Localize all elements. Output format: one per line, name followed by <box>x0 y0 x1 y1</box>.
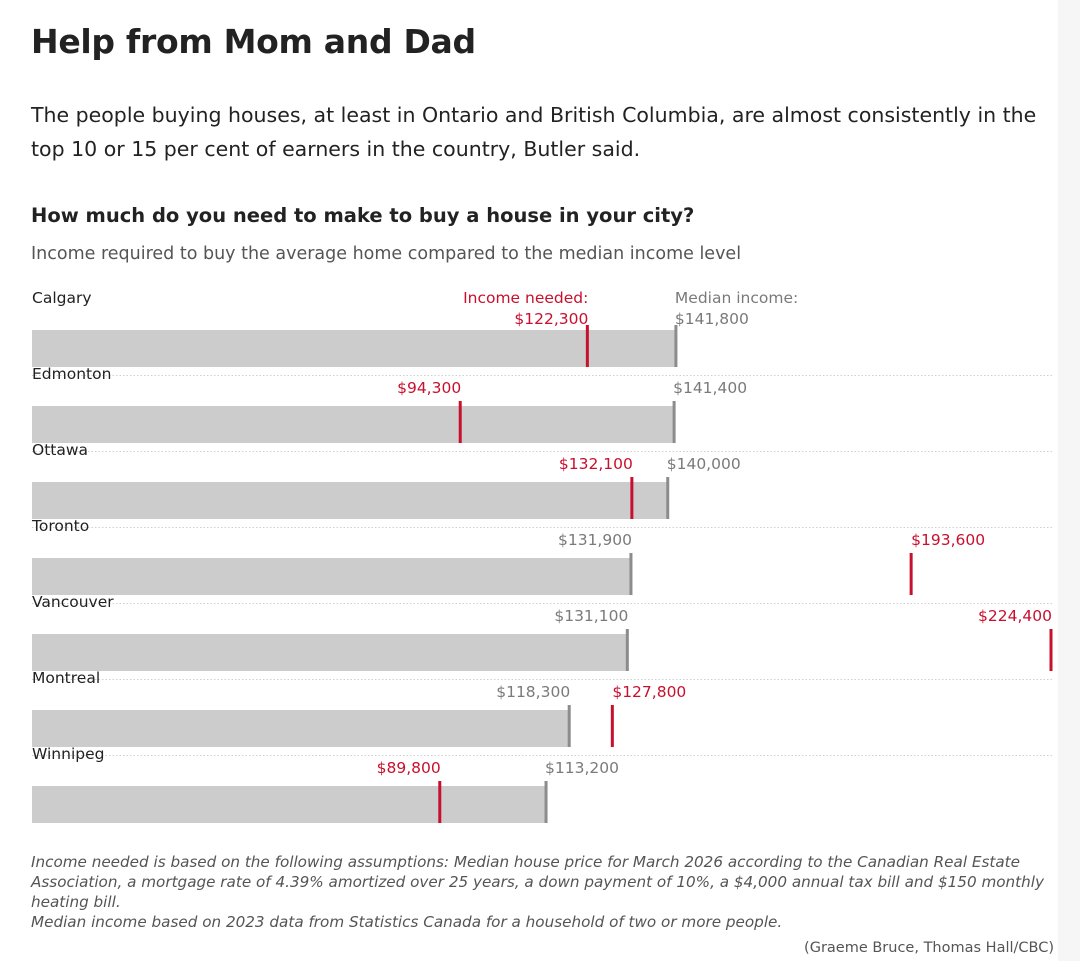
city-label-edmonton: Edmonton <box>32 365 111 383</box>
median-label-ottawa: $140,000 <box>667 455 741 473</box>
page-side-strip <box>1058 0 1080 961</box>
median-label-winnipeg: $113,200 <box>545 759 619 777</box>
median-bar-montreal <box>32 710 570 747</box>
headline: Help from Mom and Dad <box>31 22 476 61</box>
city-label-toronto: Toronto <box>31 517 89 535</box>
chart-credit: (Graeme Bruce, Thomas Hall/CBC) <box>804 940 1054 956</box>
income-bar-chart: Calgary $141,800 $122,300 Income needed: Med… <box>31 289 1054 823</box>
median-label-vancouver: $131,100 <box>554 607 628 625</box>
median-label-montreal: $118,300 <box>496 683 570 701</box>
needed-marker-montreal <box>610 705 614 747</box>
chart-subtitle: Income required to buy the average home … <box>31 244 742 264</box>
chart-title: How much do you need to make to buy a ho… <box>31 204 695 227</box>
median-bar-calgary <box>32 330 676 367</box>
needed-header-label: Income needed: <box>463 289 588 307</box>
needed-label-toronto: $193,600 <box>911 531 985 549</box>
median-bar-edmonton <box>32 406 675 443</box>
chart-note-median-source: Median income based on 2023 data from St… <box>31 913 783 931</box>
city-label-vancouver: Vancouver <box>32 593 114 611</box>
median-bar-winnipeg <box>32 786 547 823</box>
needed-label-montreal: $127,800 <box>612 683 686 701</box>
median-marker-edmonton <box>672 401 676 443</box>
needed-marker-edmonton <box>458 401 462 443</box>
median-label-toronto: $131,900 <box>558 531 632 549</box>
median-bar-ottawa <box>32 482 668 519</box>
median-bar-vancouver <box>32 634 628 671</box>
chart-notes: Income needed is based on the following … <box>31 852 1051 932</box>
city-label-montreal: Montreal <box>32 669 100 687</box>
median-marker-vancouver <box>625 629 629 671</box>
needed-label-edmonton: $94,300 <box>397 379 461 397</box>
city-label-winnipeg: Winnipeg <box>32 745 104 763</box>
needed-marker-toronto <box>909 553 913 595</box>
lede-paragraph: The people buying houses, at least in On… <box>31 103 1037 161</box>
needed-label-vancouver: $224,400 <box>978 607 1052 625</box>
needed-label-calgary: $122,300 <box>514 310 588 328</box>
median-marker-calgary <box>674 325 678 367</box>
city-label-ottawa: Ottawa <box>32 441 88 459</box>
chart-note-assumptions: Income needed is based on the following … <box>31 853 1044 911</box>
median-label-calgary: $141,800 <box>675 310 749 328</box>
median-marker-toronto <box>629 553 633 595</box>
median-label-edmonton: $141,400 <box>673 379 747 397</box>
median-marker-winnipeg <box>544 781 548 823</box>
median-bar-toronto <box>32 558 631 595</box>
median-marker-ottawa <box>666 477 670 519</box>
needed-label-winnipeg: $89,800 <box>377 759 441 777</box>
median-marker-montreal <box>567 705 571 747</box>
needed-marker-winnipeg <box>438 781 442 823</box>
needed-label-ottawa: $132,100 <box>559 455 633 473</box>
needed-marker-ottawa <box>630 477 634 519</box>
median-header-label: Median income: <box>675 289 798 307</box>
city-label-calgary: Calgary <box>32 289 92 307</box>
needed-marker-calgary <box>585 325 589 367</box>
needed-marker-vancouver <box>1049 629 1053 671</box>
